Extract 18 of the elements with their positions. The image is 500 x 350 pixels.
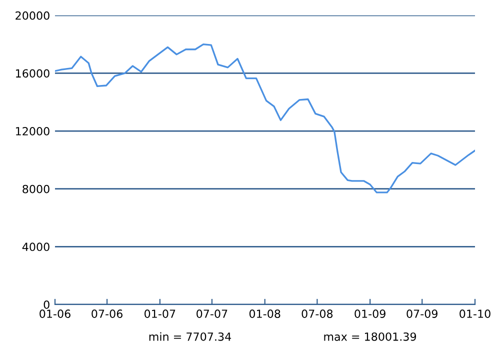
text: min = 7707.34	[149, 332, 232, 341]
text: max = 18001.39	[324, 332, 416, 341]
x-tick-label: 07-08	[302, 310, 333, 318]
y-tick-label: 12000	[16, 127, 50, 136]
line-series	[55, 43, 475, 194]
x-tick-label: 01-07	[144, 310, 176, 318]
y-tick-label: 4000	[22, 242, 50, 252]
y-tick-label: 0	[44, 300, 50, 309]
x-tick-label: 07-09	[406, 310, 438, 318]
x-tick-label: 07-07	[196, 310, 228, 318]
y-tick-label: 8000	[22, 184, 50, 194]
y-tick-label: 20000	[16, 11, 50, 20]
y-tick-label: 16000	[16, 69, 50, 78]
x-tick-label: 01-09	[354, 310, 386, 318]
x-tick-label: 07-06	[92, 310, 122, 318]
x-tick-label: 01-08	[249, 310, 280, 318]
x-tick-label: 01-06	[40, 310, 70, 318]
x-tick-label: 01-10	[460, 310, 490, 318]
